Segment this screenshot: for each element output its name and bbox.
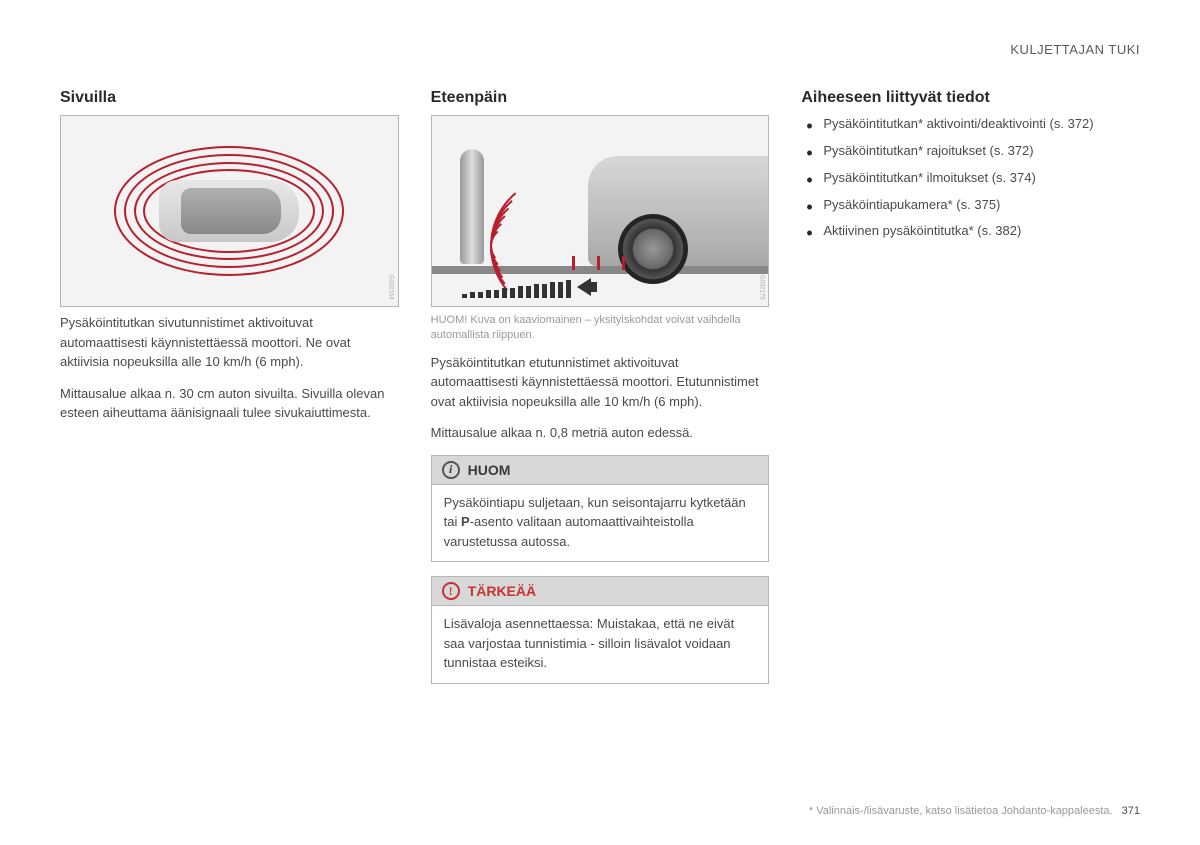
related-item[interactable]: Aktiivinen pysäköintitutka* (s. 382) [801,222,1140,241]
footnote: * Valinnais-/lisävaruste, katso lisätiet… [809,805,1113,817]
content-columns: Sivuilla G032164 Pysäköintitutkan sivutu… [60,89,1140,698]
important-title: TÄRKEÄÄ [468,583,536,599]
page-category: KULJETTAJAN TUKI [60,42,1140,57]
page-footer: * Valinnais-/lisävaruste, katso lisätiet… [809,805,1140,817]
warning-icon: ! [442,582,460,600]
related-list: Pysäköintitutkan* aktivointi/deaktivoint… [801,115,1140,241]
important-box: ! TÄRKEÄÄ Lisävaloja asennettaessa: Muis… [431,576,770,684]
speaker-icon [577,278,591,296]
related-item[interactable]: Pysäköintitutkan* aktivointi/deaktivoint… [801,115,1140,134]
column-related: Aiheeseen liittyvät tiedot Pysäköintitut… [801,89,1140,698]
important-header: ! TÄRKEÄÄ [432,577,769,606]
heading-eteenpain: Eteenpäin [431,89,770,107]
related-item[interactable]: Pysäköintitutkan* rajoitukset (s. 372) [801,142,1140,161]
image-code: G032175 [758,275,764,300]
note-box: i HUOM Pysäköintiapu suljetaan, kun seis… [431,455,770,563]
paragraph: Pysäköintitutkan sivutunnistimet aktivoi… [60,313,399,372]
related-item[interactable]: Pysäköintiapukamera* (s. 375) [801,196,1140,215]
obstacle-post [460,149,484,264]
figure-side-sensors: G032164 [60,115,399,307]
important-body: Lisävaloja asennettaessa: Muistakaa, ett… [432,606,769,683]
heading-related: Aiheeseen liittyvät tiedot [801,89,1140,107]
column-sivuilla: Sivuilla G032164 Pysäköintitutkan sivutu… [60,89,399,698]
info-icon: i [442,461,460,479]
heading-sivuilla: Sivuilla [60,89,399,107]
paragraph: Mittausalue alkaa n. 0,8 metriä auton ed… [431,423,770,443]
car-top-illustration [159,180,299,242]
column-eteenpain: Eteenpäin [431,89,770,698]
sound-indicator [462,280,591,298]
figure-caption: HUOM! Kuva on kaaviomainen – yksityiskoh… [431,313,770,343]
image-code: G032164 [388,275,394,300]
note-body: Pysäköintiapu suljetaan, kun seisontajar… [432,485,769,562]
car-front-illustration [588,156,769,266]
paragraph: Mittausalue alkaa n. 30 cm auton sivuilt… [60,384,399,423]
figure-front-sensors: G032175 [431,115,770,307]
related-item[interactable]: Pysäköintitutkan* ilmoitukset (s. 374) [801,169,1140,188]
note-header: i HUOM [432,456,769,485]
note-title: HUOM [468,462,511,478]
page-number: 371 [1122,805,1140,817]
paragraph: Pysäköintitutkan etutunnistimet aktivoit… [431,353,770,412]
